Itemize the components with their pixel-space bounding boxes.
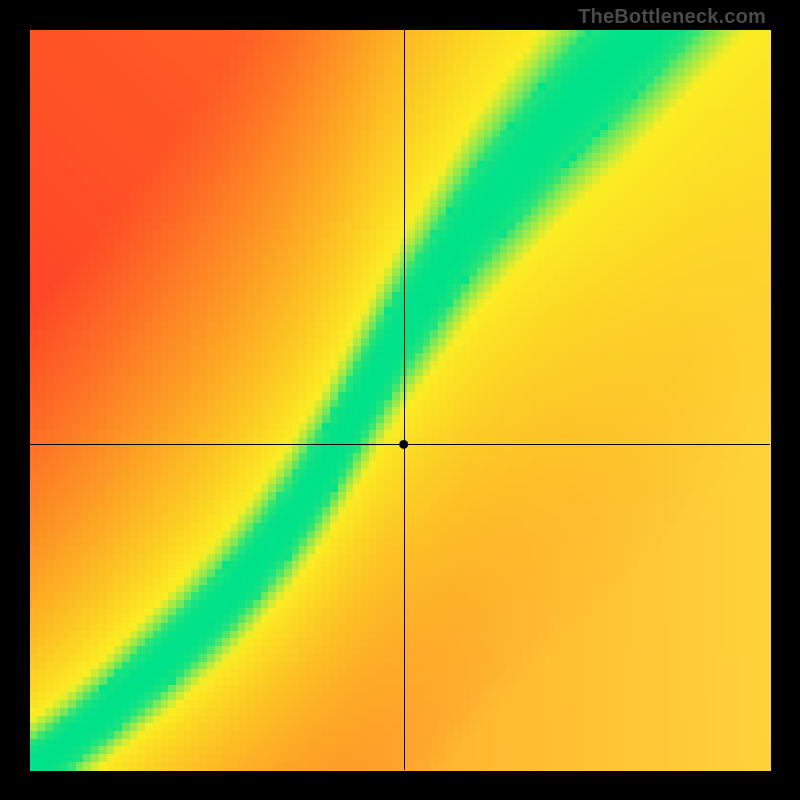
bottleneck-heatmap	[0, 0, 800, 800]
chart-container: TheBottleneck.com	[0, 0, 800, 800]
watermark-text: TheBottleneck.com	[578, 6, 766, 29]
